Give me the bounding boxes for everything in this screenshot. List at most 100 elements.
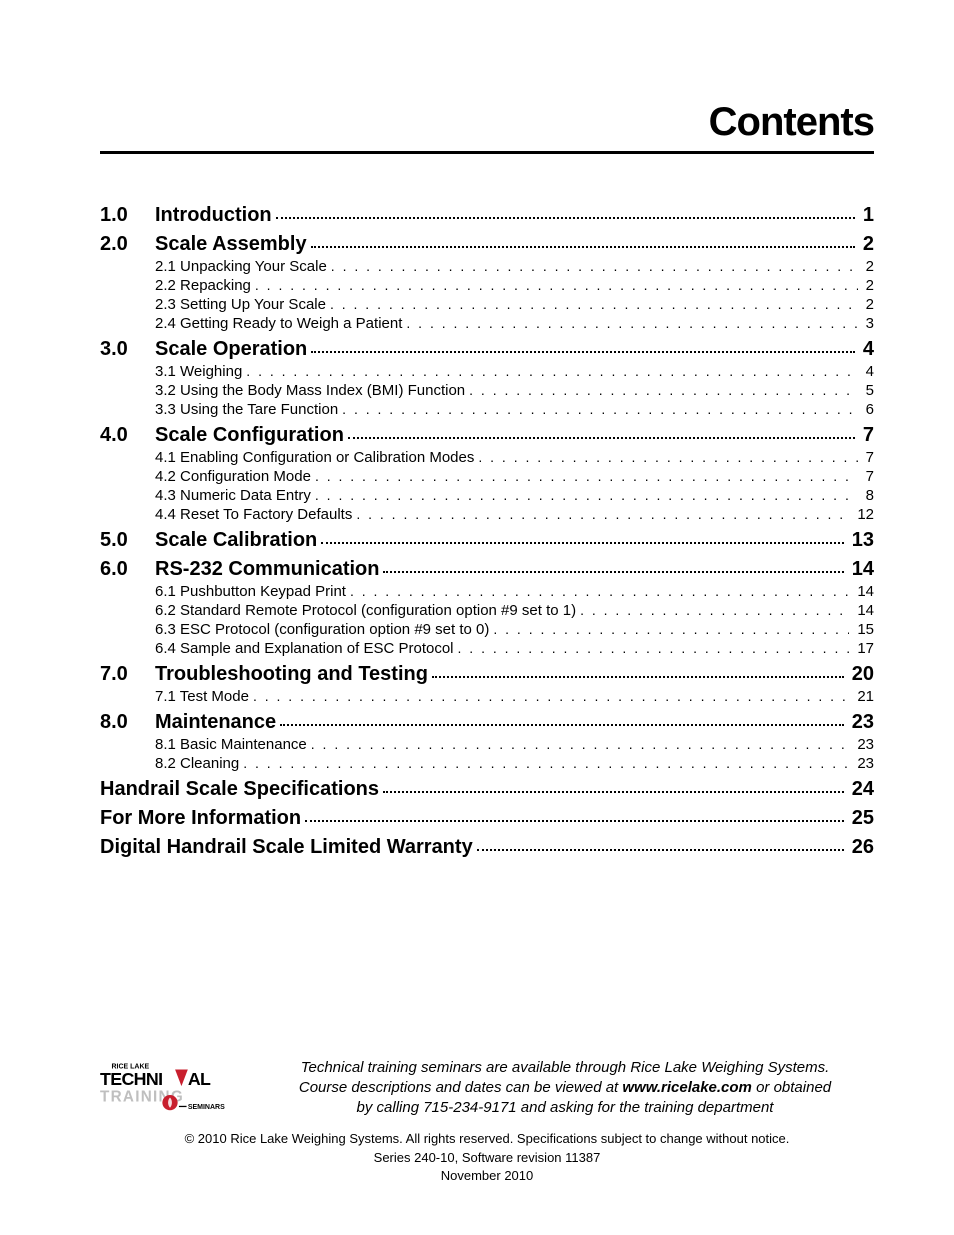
- toc-entry[interactable]: 2.0Scale Assembly 2: [100, 233, 874, 256]
- toc-page-number: 2: [859, 233, 874, 256]
- toc-section: 6.0RS-232 Communication 14 6.1 Pushbutton…: [100, 558, 874, 657]
- toc-leader: [255, 277, 858, 293]
- toc-sub-entry[interactable]: 2.2 Repacking 2: [100, 277, 874, 294]
- toc-page-number: 12: [853, 506, 874, 523]
- toc-sub-label: 3.3 Using the Tare Function: [155, 401, 338, 418]
- toc-page-number: 23: [848, 711, 874, 734]
- toc-section-number: 4.0: [100, 424, 155, 447]
- toc-leader: [331, 258, 858, 274]
- toc-section: Handrail Scale Specifications 24: [100, 778, 874, 801]
- toc-sub-entry[interactable]: 4.2 Configuration Mode 7: [100, 468, 874, 485]
- toc-sub-entry[interactable]: 4.3 Numeric Data Entry 8: [100, 487, 874, 504]
- toc-sub-entry[interactable]: 6.4 Sample and Explanation of ESC Protoc…: [100, 640, 874, 657]
- toc-sub-entry[interactable]: 3.1 Weighing 4: [100, 363, 874, 380]
- toc-page-number: 26: [848, 836, 874, 859]
- toc-leader: [493, 621, 849, 637]
- toc-section: 7.0Troubleshooting and Testing 20 7.1 Tes…: [100, 663, 874, 705]
- toc-page-number: 5: [862, 382, 874, 399]
- toc-section-label: Introduction: [155, 204, 272, 227]
- toc-leader: [350, 583, 849, 599]
- toc-leader: [315, 487, 858, 503]
- seminar-line1: Technical training seminars are availabl…: [301, 1059, 830, 1076]
- toc-page-number: 2: [862, 296, 874, 313]
- toc-section-number: 2.0: [100, 233, 155, 256]
- toc-entry[interactable]: 4.0Scale Configuration 7: [100, 424, 874, 447]
- toc-leader: [330, 296, 858, 312]
- toc-page-number: 7: [862, 468, 874, 485]
- toc-section-number: 6.0: [100, 558, 155, 581]
- logo-seminars: SEMINARS: [188, 1104, 225, 1111]
- toc-entry[interactable]: 6.0RS-232 Communication 14: [100, 558, 874, 581]
- toc-page-number: 14: [853, 583, 874, 600]
- toc-sub-label: 3.2 Using the Body Mass Index (BMI) Func…: [155, 382, 465, 399]
- toc-section: 8.0Maintenance 23 8.1 Basic Maintenance 2…: [100, 711, 874, 772]
- toc-page-number: 8: [862, 487, 874, 504]
- toc-section: 1.0Introduction 1: [100, 204, 874, 227]
- toc-leader: [280, 723, 844, 726]
- toc-sub-entry[interactable]: 6.1 Pushbutton Keypad Print 14: [100, 583, 874, 600]
- toc-page-number: 4: [859, 338, 874, 361]
- toc-leader: [243, 755, 849, 771]
- toc-section-label: Scale Calibration: [155, 529, 317, 552]
- toc-section-label: Handrail Scale Specifications: [100, 778, 379, 801]
- seminar-url[interactable]: www.ricelake.com: [622, 1079, 752, 1096]
- toc-page-number: 7: [859, 424, 874, 447]
- toc-sub-entry[interactable]: 2.4 Getting Ready to Weigh a Patient 3: [100, 315, 874, 332]
- toc-leader: [246, 363, 857, 379]
- copyright-line3: November 2010: [100, 1167, 874, 1185]
- toc-sub-entry[interactable]: 8.1 Basic Maintenance 23: [100, 736, 874, 753]
- toc-sub-entry[interactable]: 2.3 Setting Up Your Scale 2: [100, 296, 874, 313]
- toc-sub-entry[interactable]: 4.4 Reset To Factory Defaults 12: [100, 506, 874, 523]
- toc-sub-label: 4.1 Enabling Configuration or Calibratio…: [155, 449, 474, 466]
- toc-section: 5.0Scale Calibration 13: [100, 529, 874, 552]
- toc-leader: [348, 436, 855, 439]
- toc-sub-entry[interactable]: 3.3 Using the Tare Function 6: [100, 401, 874, 418]
- toc-leader: [469, 382, 858, 398]
- toc-page-number: 14: [848, 558, 874, 581]
- toc-entry[interactable]: Digital Handrail Scale Limited Warranty …: [100, 836, 874, 859]
- toc-page-number: 15: [853, 621, 874, 638]
- toc-leader: [305, 819, 844, 822]
- toc-sub-entry[interactable]: 2.1 Unpacking Your Scale 2: [100, 258, 874, 275]
- toc-leader: [580, 602, 849, 618]
- toc-sub-entry[interactable]: 3.2 Using the Body Mass Index (BMI) Func…: [100, 382, 874, 399]
- toc-leader: [477, 848, 844, 851]
- toc-page-number: 23: [853, 755, 874, 772]
- toc-page-number: 20: [848, 663, 874, 686]
- seminar-line2b: or obtained: [752, 1079, 831, 1096]
- toc-entry[interactable]: 3.0Scale Operation 4: [100, 338, 874, 361]
- toc-leader: [383, 790, 844, 793]
- copyright: © 2010 Rice Lake Weighing Systems. All r…: [100, 1130, 874, 1185]
- toc-entry[interactable]: Handrail Scale Specifications 24: [100, 778, 874, 801]
- toc-leader: [406, 315, 857, 331]
- toc-section-label: Maintenance: [155, 711, 276, 734]
- toc-leader: [342, 401, 857, 417]
- toc-page-number: 21: [853, 688, 874, 705]
- toc-leader: [253, 688, 849, 704]
- toc-entry[interactable]: 7.0Troubleshooting and Testing 20: [100, 663, 874, 686]
- toc-entry[interactable]: 5.0Scale Calibration 13: [100, 529, 874, 552]
- toc-sub-label: 4.4 Reset To Factory Defaults: [155, 506, 352, 523]
- toc-sub-entry[interactable]: 8.2 Cleaning 23: [100, 755, 874, 772]
- table-of-contents: 1.0Introduction 1 2.0Scale Assembly 2 2.1 …: [100, 204, 874, 859]
- toc-leader: [311, 245, 855, 248]
- toc-sub-entry[interactable]: 4.1 Enabling Configuration or Calibratio…: [100, 449, 874, 466]
- toc-sub-entry[interactable]: 6.2 Standard Remote Protocol (configurat…: [100, 602, 874, 619]
- seminar-line2a: Course descriptions and dates can be vie…: [299, 1079, 623, 1096]
- page: Contents 1.0Introduction 12.0Scale Assem…: [0, 0, 954, 1235]
- toc-section: 4.0Scale Configuration 7 4.1 Enabling Con…: [100, 424, 874, 523]
- toc-sub-entry[interactable]: 7.1 Test Mode 21: [100, 688, 874, 705]
- toc-entry[interactable]: 1.0Introduction 1: [100, 204, 874, 227]
- toc-page-number: 4: [862, 363, 874, 380]
- toc-page-number: 2: [862, 258, 874, 275]
- toc-leader: [356, 506, 849, 522]
- seminar-text: Technical training seminars are availabl…: [256, 1058, 874, 1119]
- toc-sub-label: 6.1 Pushbutton Keypad Print: [155, 583, 346, 600]
- toc-sub-label: 2.4 Getting Ready to Weigh a Patient: [155, 315, 402, 332]
- toc-entry[interactable]: 8.0Maintenance 23: [100, 711, 874, 734]
- toc-sub-entry[interactable]: 6.3 ESC Protocol (configuration option #…: [100, 621, 874, 638]
- copyright-line2: Series 240-10, Software revision 11387: [100, 1149, 874, 1167]
- toc-section-number: 1.0: [100, 204, 155, 227]
- toc-sub-label: 6.2 Standard Remote Protocol (configurat…: [155, 602, 576, 619]
- toc-entry[interactable]: For More Information 25: [100, 807, 874, 830]
